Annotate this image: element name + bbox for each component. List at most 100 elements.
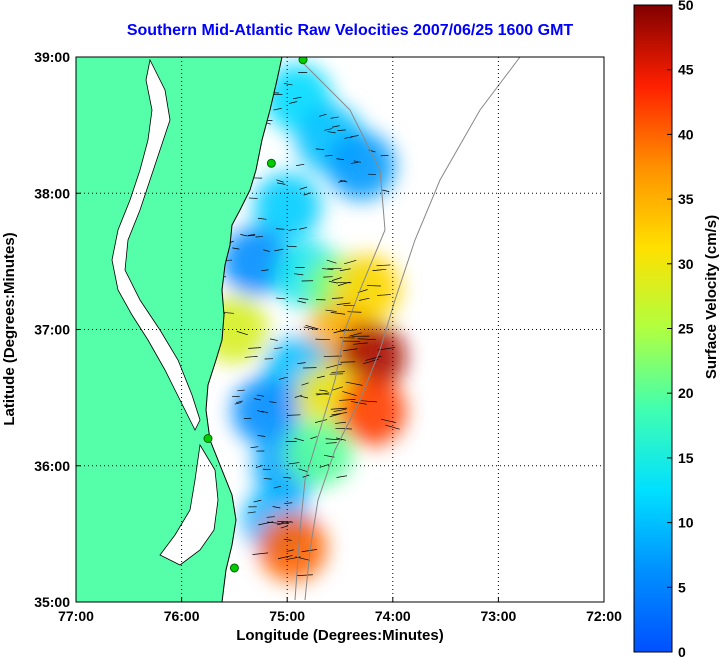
velocity-vector	[357, 338, 376, 341]
velocity-vector	[244, 356, 258, 358]
velocity-vector	[257, 217, 267, 220]
velocity-vector	[288, 462, 300, 465]
radar-station	[229, 563, 239, 573]
velocity-vector	[252, 552, 269, 555]
velocity-vector	[340, 180, 348, 183]
velocity-vector	[328, 280, 338, 284]
velocity-vector	[344, 136, 353, 139]
velocity-vector	[248, 347, 262, 349]
velocity-vector	[353, 342, 368, 345]
velocity-vector	[314, 419, 328, 423]
velocity-vector	[256, 394, 265, 397]
velocity-vector	[381, 418, 397, 424]
radar-station	[298, 57, 308, 65]
velocity-vector	[247, 511, 256, 514]
velocity-cell	[232, 377, 301, 446]
radar-station	[266, 158, 276, 168]
y-tick-label: 39:00	[34, 49, 70, 65]
bathymetry-contour-outer	[304, 57, 521, 601]
velocity-vector	[347, 311, 362, 313]
velocity-vector	[288, 228, 297, 231]
velocity-vector	[301, 382, 309, 386]
land-mass	[76, 57, 283, 602]
velocity-vector	[325, 309, 337, 312]
velocity-vector	[253, 398, 261, 401]
colorbar-tick-label: 40	[678, 126, 694, 142]
colorbar	[633, 4, 673, 653]
velocity-vector	[303, 192, 312, 196]
velocity-vector	[289, 101, 298, 104]
x-axis-ticks: 77:00 76:00 75:00 74:00 73:00 72:00	[58, 597, 622, 624]
velocity-cell	[337, 377, 406, 446]
velocity-vector	[297, 300, 306, 304]
velocity-vector	[358, 297, 370, 301]
velocity-vector	[337, 281, 350, 287]
velocity-vector	[337, 129, 346, 131]
velocity-vector	[336, 475, 348, 478]
velocity-vector	[247, 234, 255, 237]
velocity-vector	[266, 516, 275, 518]
velocity-vector	[283, 83, 293, 86]
chart-title: Southern Mid-Atlantic Raw Velocities 200…	[126, 22, 574, 39]
velocity-vector	[325, 442, 337, 444]
velocity-vector	[298, 468, 308, 473]
velocity-vector	[273, 485, 282, 489]
velocity-vector	[298, 298, 309, 300]
x-tick-label: 74:00	[375, 608, 411, 624]
velocity-cell	[327, 132, 396, 200]
colorbar-tick-label: 15	[678, 450, 694, 466]
colorbar-label: Surface Velocity (cm/s)	[703, 215, 720, 379]
grid-lines	[76, 57, 604, 602]
sound	[159, 443, 219, 566]
velocity-vector	[325, 438, 342, 441]
velocity-vector	[333, 408, 347, 412]
velocity-cell	[221, 227, 290, 296]
velocity-vector	[324, 155, 333, 157]
velocity-vector	[287, 245, 297, 248]
x-tick-label: 75:00	[269, 608, 305, 624]
velocity-vector	[276, 297, 286, 300]
velocity-vector	[315, 148, 325, 150]
colorbar-tick-label: 45	[678, 62, 694, 78]
velocity-vector	[286, 414, 301, 416]
velocity-vector	[232, 247, 240, 250]
velocity-vector	[301, 549, 318, 553]
velocity-vector	[276, 179, 284, 183]
velocity-vector	[300, 395, 309, 399]
velocity-vector	[327, 131, 336, 134]
velocity-vector	[319, 113, 327, 117]
velocity-vector	[331, 125, 340, 128]
radar-stations	[203, 57, 308, 573]
velocity-vector	[324, 128, 333, 131]
velocity-vector	[253, 499, 262, 503]
colorbar-tick-label: 25	[678, 321, 694, 337]
y-tick-label: 36:00	[34, 458, 70, 474]
velocity-vector	[258, 521, 274, 526]
velocity-vector	[310, 436, 318, 440]
velocity-vector	[292, 96, 302, 100]
velocity-vector	[316, 375, 325, 379]
x-tick-label: 77:00	[58, 608, 94, 624]
colorbar-tick-label: 30	[678, 256, 694, 272]
velocity-vector	[330, 312, 346, 315]
velocity-vector	[261, 410, 269, 414]
velocity-vector	[336, 158, 345, 160]
y-tick-label: 37:00	[34, 322, 70, 338]
velocity-vector	[360, 400, 378, 403]
velocity-vector	[382, 189, 390, 192]
x-tick-label: 73:00	[480, 608, 516, 624]
velocity-vector	[297, 362, 306, 364]
velocity-vector	[319, 389, 328, 392]
velocity-vector	[256, 410, 264, 413]
velocity-vector	[353, 160, 361, 163]
velocity-vector	[236, 331, 248, 336]
velocity-vector	[299, 186, 308, 190]
velocity-vector	[294, 437, 304, 442]
map-area	[76, 57, 604, 602]
velocity-vector	[272, 506, 281, 509]
velocity-cell	[337, 322, 406, 391]
velocity-vector	[376, 264, 391, 267]
x-tick-label: 76:00	[164, 608, 200, 624]
bay	[111, 58, 201, 431]
